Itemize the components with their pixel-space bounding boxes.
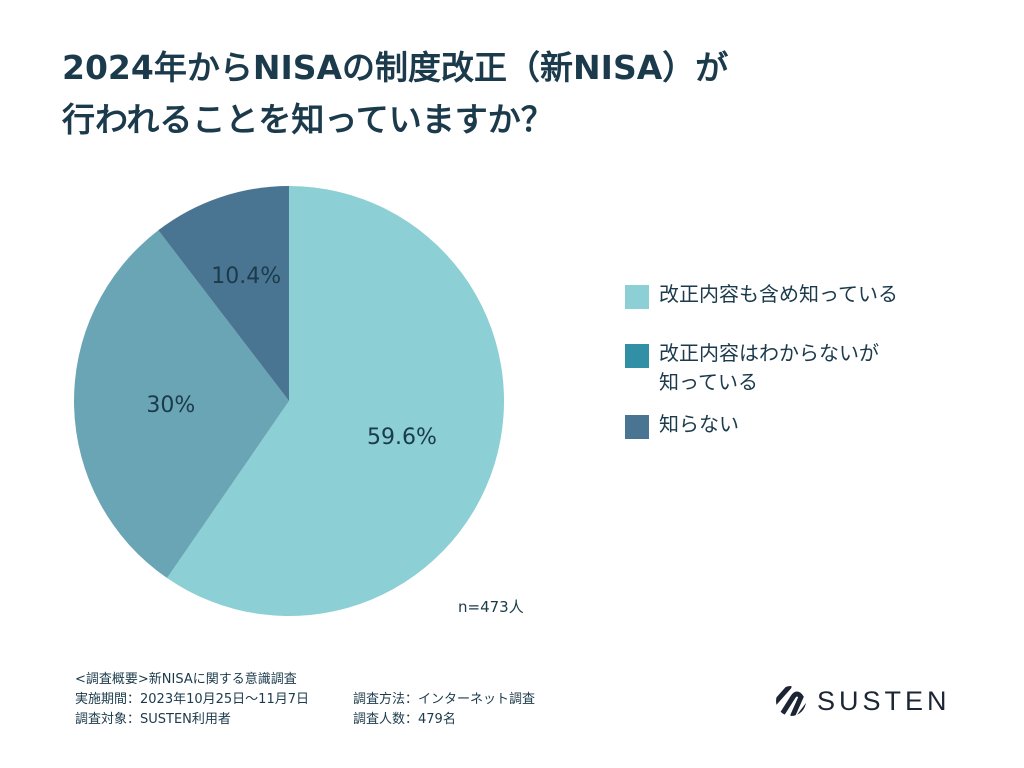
chart-title: 2024年からNISAの制度改正（新NISA）が 行われることを知っていますか？ <box>62 42 962 146</box>
title-line-1: 2024年からNISAの制度改正（新NISA）が <box>62 48 729 87</box>
slice-label: 10.4% <box>211 264 281 289</box>
slice-label: 30% <box>146 393 195 418</box>
legend-label: 改正内容はわからないが 知っている <box>659 341 879 394</box>
legend-item: 改正内容はわからないが 知っている <box>625 339 945 397</box>
pie-slice <box>158 186 289 401</box>
sample-size: n=473人 <box>458 598 524 616</box>
survey-notes: <調査概要>新NISAに関する意識調査 実施期間：2023年10月25日〜11月… <box>75 670 535 730</box>
legend-swatch <box>625 344 649 368</box>
legend-label: 改正内容も含め知っている <box>659 282 898 306</box>
legend-swatch <box>625 285 649 309</box>
logo-mark-icon <box>776 686 806 716</box>
survey-method: 調査方法：インターネット調査 <box>353 692 536 707</box>
logo-text: SUSTEN <box>817 685 951 716</box>
susten-logo: SUSTEN <box>775 685 951 717</box>
pie-slice <box>73 230 289 579</box>
legend-label: 知らない <box>659 412 739 436</box>
legend-swatch <box>625 415 649 439</box>
legend-item: 改正内容も含め知っている <box>625 280 945 309</box>
survey-overview: <調査概要>新NISAに関する意識調査 <box>75 672 297 687</box>
survey-target: 調査対象：SUSTEN利用者 <box>75 712 231 727</box>
survey-count: 調査人数：479名 <box>353 712 456 727</box>
legend-item: 知らない <box>625 410 945 439</box>
title-line-2: 行われることを知っていますか？ <box>62 100 554 139</box>
slice-label: 59.6% <box>367 425 437 450</box>
pie-slice <box>167 186 504 616</box>
survey-period: 実施期間：2023年10月25日〜11月7日 <box>75 692 309 707</box>
